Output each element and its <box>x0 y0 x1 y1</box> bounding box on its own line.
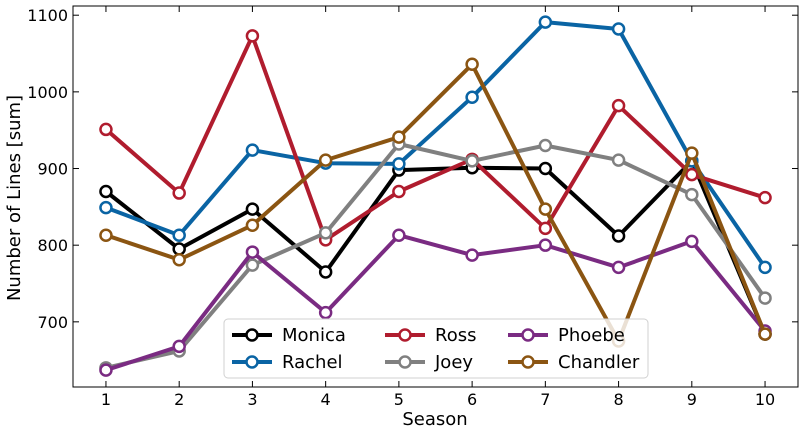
data-point <box>318 265 333 279</box>
axis-ticks: 1 2 3 4 5 6 7 8 9 10 700 800 900 1000 1100 <box>27 6 798 409</box>
data-point <box>99 200 113 215</box>
legend-marker <box>521 328 535 342</box>
data-point <box>245 245 260 259</box>
y-tick-label: 1000 <box>27 83 68 102</box>
data-point <box>318 226 333 240</box>
legend-label: Monica <box>282 325 346 346</box>
series-line-monica <box>104 158 767 335</box>
data-point <box>245 218 260 232</box>
legend-item-joey: Joey <box>385 352 473 373</box>
data-point <box>685 146 699 160</box>
x-axis-label: Season <box>402 409 467 430</box>
series-line-chandler <box>105 62 767 343</box>
y-tick-label: 900 <box>37 160 68 179</box>
data-point <box>538 238 553 252</box>
legend-label: Phoebe <box>558 325 625 346</box>
series-line-phoebe <box>105 233 767 373</box>
data-point <box>465 57 479 72</box>
data-point <box>392 157 406 171</box>
data-point <box>611 229 626 243</box>
data-point <box>538 221 553 236</box>
x-tick-label: 2 <box>174 390 184 409</box>
series-line-joey <box>105 142 767 370</box>
x-tick-label: 1 <box>101 390 111 409</box>
legend-label: Joey <box>434 352 473 373</box>
x-tick-label: 6 <box>467 390 477 409</box>
data-point <box>758 327 772 341</box>
data-point <box>99 228 113 242</box>
data-point <box>172 228 186 242</box>
data-point <box>538 202 553 216</box>
plot-frame <box>72 5 799 388</box>
data-point <box>685 167 699 182</box>
x-tick-label: 4 <box>321 390 331 409</box>
legend-item-rachel: Rachel <box>232 352 343 373</box>
y-axis-label: Number of Lines [sum] <box>4 95 25 301</box>
data-point <box>99 184 113 199</box>
y-tick-label: 1100 <box>27 6 68 25</box>
data-point <box>758 291 772 305</box>
data-point <box>99 363 113 377</box>
data-point <box>611 22 626 36</box>
x-tick-label: 9 <box>687 390 697 409</box>
data-point <box>245 143 260 157</box>
legend-marker <box>521 355 535 369</box>
legend-item-phoebe: Phoebe <box>508 325 625 346</box>
legend-marker <box>245 328 259 342</box>
series-line-rachel <box>105 20 767 269</box>
data-point <box>392 228 406 242</box>
series-line-ross <box>104 33 766 242</box>
data-point <box>538 138 553 153</box>
data-point <box>611 98 626 113</box>
legend-item-monica: Monica <box>232 325 346 346</box>
x-tick-label: 7 <box>540 390 550 409</box>
data-point <box>245 29 260 43</box>
series-phoebe <box>99 228 772 377</box>
data-point <box>685 187 699 202</box>
data-point <box>318 153 333 167</box>
data-point <box>172 242 186 256</box>
data-point <box>172 339 186 354</box>
data-point <box>465 248 479 262</box>
data-point <box>99 122 113 137</box>
data-point <box>172 186 186 200</box>
x-tick-label: 8 <box>613 390 623 409</box>
legend: Monica Rachel Ross Joey Phoebe Chandler <box>223 318 649 379</box>
data-point <box>172 252 186 267</box>
legend-item-chandler: Chandler <box>508 352 640 373</box>
data-point <box>538 15 553 29</box>
y-tick-label: 800 <box>37 236 68 255</box>
data-point <box>465 154 479 168</box>
data-point <box>758 190 772 205</box>
data-point <box>392 130 406 144</box>
data-point <box>538 161 553 176</box>
series-chandler <box>99 57 772 348</box>
data-point <box>611 260 626 275</box>
data-point <box>611 153 626 167</box>
data-point <box>245 258 260 272</box>
data-point <box>318 305 333 320</box>
data-point <box>465 90 479 104</box>
data-point <box>392 184 406 199</box>
data-point <box>685 234 699 249</box>
legend-marker <box>398 328 412 342</box>
y-tick-label: 700 <box>37 313 68 332</box>
data-point <box>245 202 260 216</box>
legend-marker <box>398 355 412 369</box>
x-tick-label: 3 <box>247 390 257 409</box>
legend-label: Rachel <box>282 352 343 373</box>
legend-label: Chandler <box>558 352 640 373</box>
x-tick-label: 10 <box>755 390 775 409</box>
legend-label: Ross <box>435 325 476 346</box>
legend-marker <box>245 355 259 369</box>
x-tick-label: 5 <box>394 390 404 409</box>
legend-item-ross: Ross <box>385 325 476 346</box>
data-point <box>758 260 772 275</box>
